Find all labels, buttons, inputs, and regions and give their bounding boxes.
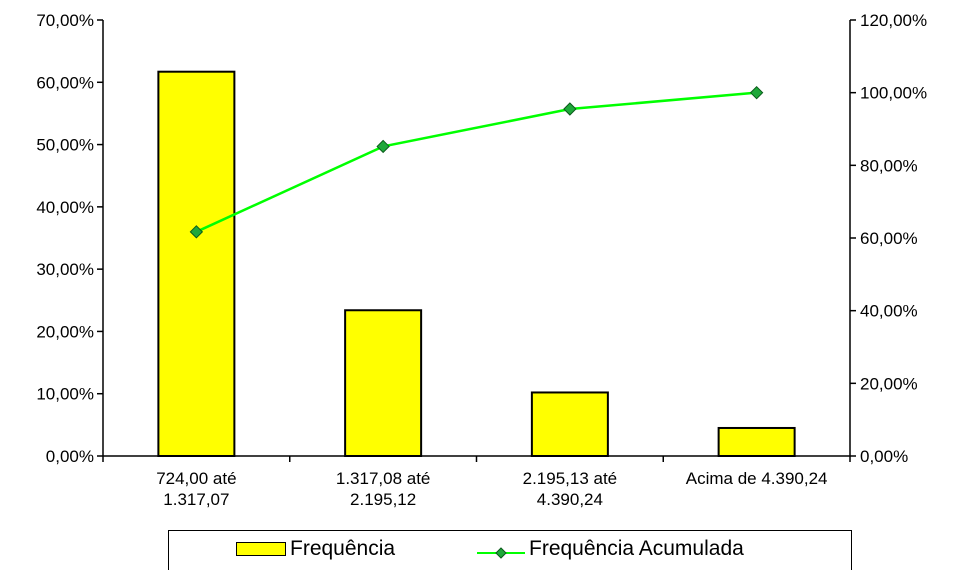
pareto-chart: 0,00% 10,00% 20,00% 30,00% 40,00% 50,00% 60,00… xyxy=(36,11,927,509)
tick-labels: 0,00% 10,00% 20,00% 30,00% 40,00% 50,00% 60,00… xyxy=(36,11,927,509)
right-tick-label: 60,00% xyxy=(860,229,918,248)
left-tick-label: 50,00% xyxy=(36,136,94,155)
legend-label-acumulada: Frequência Acumulada xyxy=(529,537,744,560)
line-series xyxy=(189,85,764,239)
legend: Frequência Frequência Acumulada xyxy=(168,530,852,570)
x-tick-label: 724,00 até xyxy=(156,469,236,488)
bar-series xyxy=(157,70,796,458)
legend-label-frequencia: Frequência xyxy=(290,537,396,560)
left-tick-label: 20,00% xyxy=(36,322,94,341)
bar xyxy=(344,309,423,457)
x-tick-label: 1.317,08 até xyxy=(336,469,431,488)
left-tick-label: 0,00% xyxy=(46,447,94,466)
legend-line-swatch xyxy=(477,542,525,559)
bar xyxy=(157,70,236,457)
line-point xyxy=(376,139,390,154)
line-point xyxy=(189,225,204,239)
left-tick-label: 60,00% xyxy=(36,73,94,92)
legend-item-acumulada: Frequência Acumulada xyxy=(477,537,744,561)
right-tick-label: 40,00% xyxy=(860,302,918,321)
left-tick-label: 10,00% xyxy=(36,385,94,404)
x-tick-label: 1.317,07 xyxy=(163,490,229,509)
x-tick-label: Acima de 4.390,24 xyxy=(686,469,828,488)
left-tick-label: 40,00% xyxy=(36,198,94,217)
right-tick-label: 20,00% xyxy=(860,374,918,393)
bar xyxy=(530,391,609,457)
right-tick-label: 120,00% xyxy=(860,11,927,30)
line-point xyxy=(749,85,764,100)
x-tick-label: 2.195,12 xyxy=(350,490,416,509)
bar xyxy=(717,426,796,458)
legend-bar-swatch xyxy=(236,542,286,556)
right-tick-label: 0,00% xyxy=(860,447,908,466)
cumulative-line xyxy=(195,91,757,233)
line-point xyxy=(563,102,577,116)
right-tick-label: 80,00% xyxy=(860,156,918,175)
legend-item-frequencia: Frequência xyxy=(236,537,395,561)
right-tick-label: 100,00% xyxy=(860,84,927,103)
x-tick-label: 2.195,13 até xyxy=(523,469,618,488)
left-tick-label: 70,00% xyxy=(36,11,94,30)
left-tick-label: 30,00% xyxy=(36,260,94,279)
x-tick-label: 4.390,24 xyxy=(537,490,603,509)
